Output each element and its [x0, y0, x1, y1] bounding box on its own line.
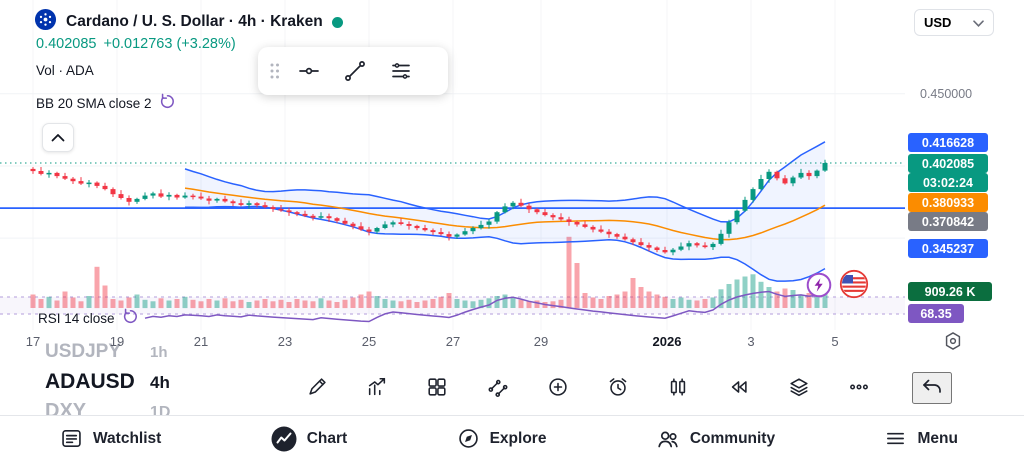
price-chart[interactable] [0, 0, 905, 330]
us-flag-icon [839, 269, 869, 302]
time-axis-label: 19 [109, 334, 125, 349]
lightning-icon [806, 272, 832, 301]
price-badge: 0.370842 [908, 212, 988, 231]
nav-label: Menu [917, 429, 958, 447]
axis-price-label: 0.450000 [920, 87, 973, 101]
alert-icon[interactable] [601, 371, 635, 403]
price-axis[interactable]: 0.450000 0.416628 0.402085 03:02:24 0.38093… [905, 0, 1024, 355]
time-axis-label: 29 [533, 334, 549, 349]
replay-icon[interactable] [722, 371, 756, 403]
chart-toolbar [300, 371, 876, 403]
price-badge: 0.345237 [908, 239, 988, 258]
layers-icon[interactable] [782, 371, 816, 403]
watchlist-peek-row[interactable]: ADAUSD 4h [45, 370, 170, 394]
currency-dropdown[interactable]: USD [914, 9, 994, 36]
nav-label: Chart [306, 429, 348, 447]
us-flag-button[interactable] [839, 269, 869, 302]
horizontal-line-tool-icon[interactable] [288, 53, 330, 89]
price-badge: 909.26 K [908, 282, 992, 301]
price-badge: 03:02:24 [908, 173, 988, 192]
add-icon[interactable] [541, 371, 575, 403]
nav-label: Explore [489, 429, 547, 447]
more-icon[interactable] [842, 371, 876, 403]
nav-item-community[interactable]: Community [650, 426, 781, 452]
nav-item-watchlist[interactable]: Watchlist [54, 426, 167, 451]
line-tools-icon[interactable] [481, 371, 515, 403]
collapse-panel-button[interactable] [42, 123, 74, 152]
rsi-indicator-label: RSI 14 close [38, 310, 115, 326]
nav-item-explore[interactable]: Explore [451, 426, 553, 451]
volume-indicator-label[interactable]: Vol · ADA [36, 63, 94, 78]
time-axis-label: 2026 [652, 334, 682, 349]
watchlist-peek-row[interactable]: USDJPY 1h [45, 341, 168, 363]
cardano-logo-icon [34, 8, 57, 36]
price-badge: 0.402085 [908, 154, 988, 173]
indicators-icon[interactable] [360, 371, 394, 403]
parallel-lines-tool-icon[interactable] [380, 53, 422, 89]
explore-icon [457, 427, 480, 450]
watchlist-symbol: ADAUSD [45, 370, 135, 393]
trend-line-tool-icon[interactable] [334, 53, 376, 89]
last-price: 0.402085 [36, 36, 97, 52]
layout-grid-icon[interactable] [420, 371, 454, 403]
chevron-down-icon [973, 15, 984, 30]
nav-item-menu[interactable]: Menu [878, 426, 963, 451]
sync-icon [159, 93, 176, 113]
nav-label: Watchlist [93, 429, 162, 447]
sync-icon [122, 308, 139, 328]
watchlist-icon [60, 427, 83, 450]
undo-button[interactable] [912, 372, 952, 404]
community-icon [656, 427, 680, 451]
menu-icon [884, 427, 907, 450]
bb-indicator-label: BB 20 SMA close 2 [36, 95, 152, 111]
chart-icon [271, 426, 297, 452]
symbol-title: Cardano / U. S. Dollar · 4h · Kraken [66, 13, 323, 30]
bottom-nav: Watchlist Chart Explore Community Menu [0, 415, 1024, 461]
time-axis-label: 27 [445, 334, 461, 349]
drawing-toolbar[interactable] [258, 47, 448, 95]
chevron-up-icon [51, 130, 65, 145]
nav-label: Community [689, 429, 776, 447]
watchlist-timeframe: 4h [150, 373, 170, 392]
chart-type-icon[interactable] [661, 371, 695, 403]
currency-value: USD [924, 15, 952, 30]
time-axis-label: 17 [25, 334, 41, 349]
time-axis[interactable]: 17 19 21 23 25 27 29 2026 3 5 [0, 331, 905, 353]
time-axis-label: 21 [193, 334, 209, 349]
watchlist-timeframe: 1h [150, 344, 168, 361]
time-axis-label: 3 [747, 334, 755, 349]
watchlist-symbol: USDJPY [45, 341, 122, 362]
rsi-indicator-row[interactable]: RSI 14 close [38, 308, 139, 328]
bb-indicator-row[interactable]: BB 20 SMA close 2 [36, 93, 176, 113]
axis-settings-icon[interactable] [941, 329, 965, 353]
flash-actions-button[interactable] [806, 272, 832, 301]
symbol-header[interactable]: Cardano / U. S. Dollar · 4h · Kraken [34, 8, 343, 36]
market-open-dot-icon [331, 16, 343, 28]
price-badge: 0.416628 [908, 133, 988, 152]
price-row: 0.402085 +0.012763 (+3.28%) [36, 36, 236, 52]
draw-icon[interactable] [300, 371, 334, 403]
time-axis-label: 5 [831, 334, 839, 349]
drag-handle-icon[interactable] [268, 60, 284, 82]
nav-item-chart[interactable]: Chart [265, 425, 353, 453]
price-change: +0.012763 (+3.28%) [103, 36, 236, 52]
time-axis-label: 25 [361, 334, 377, 349]
price-badge: 0.380933 [908, 193, 988, 212]
time-axis-label: 23 [277, 334, 293, 349]
price-badge: 68.35 [908, 304, 964, 323]
